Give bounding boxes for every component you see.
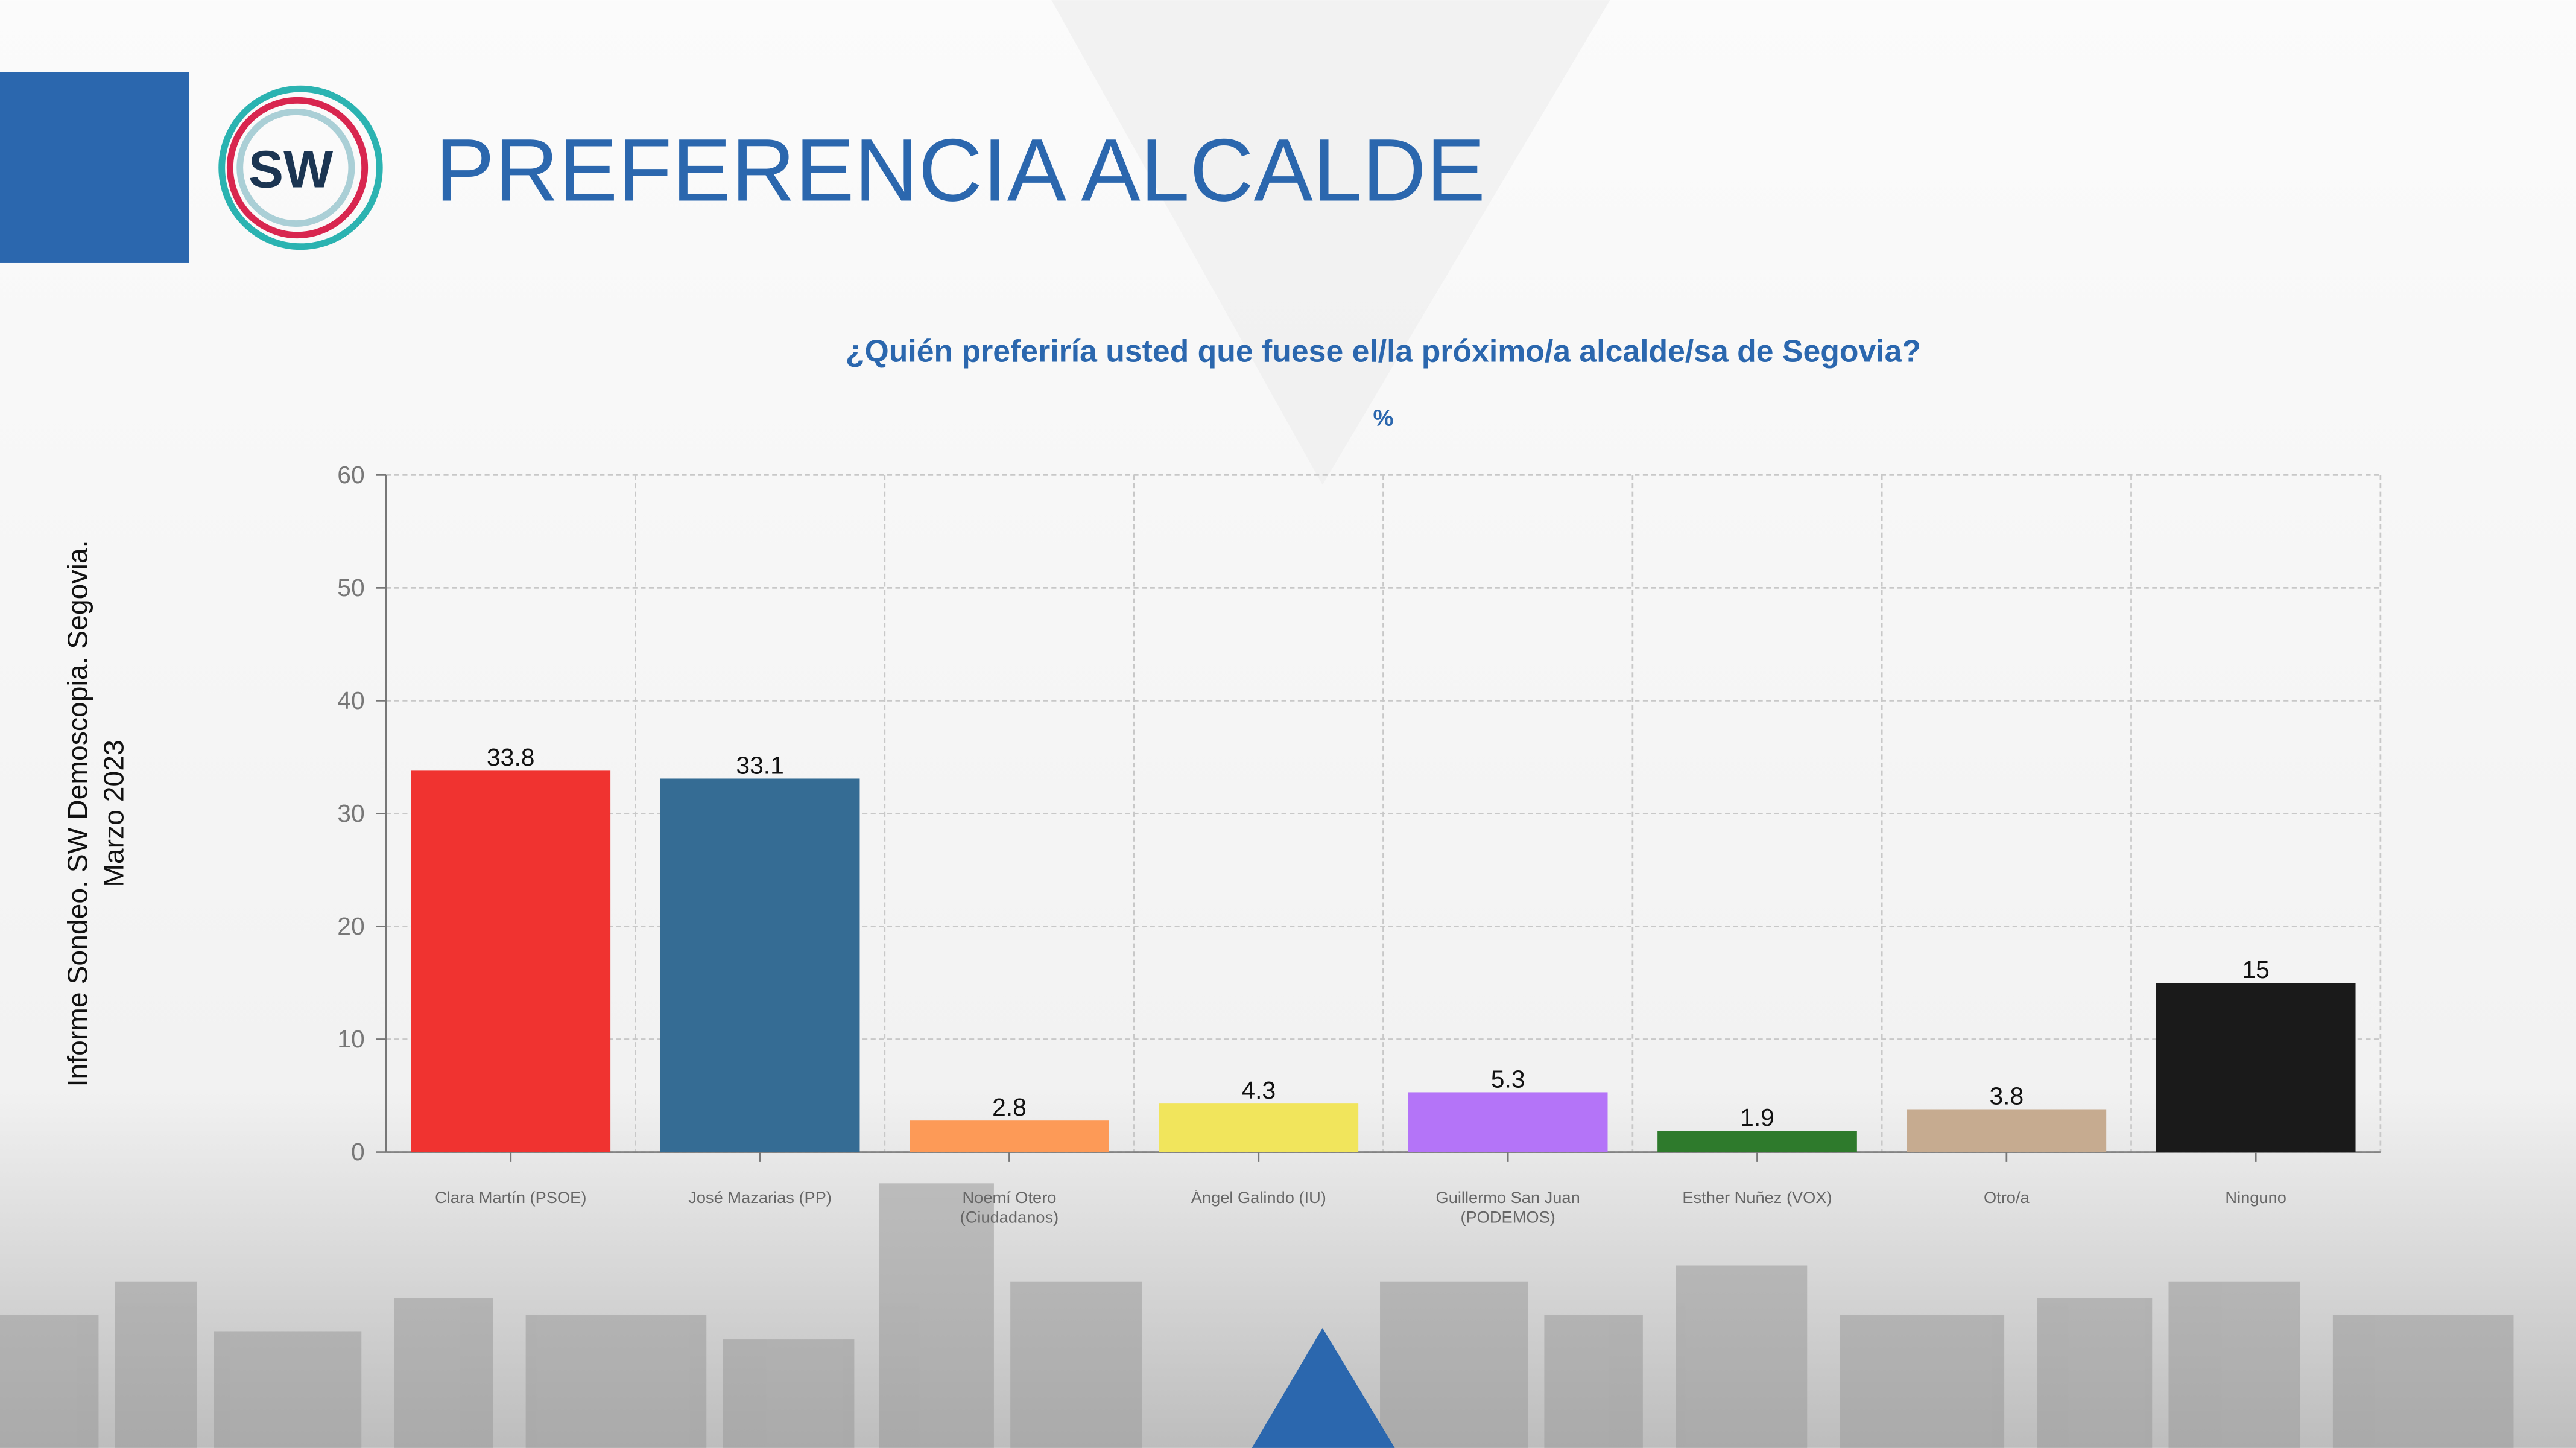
x-tick-label: Esther Nuñez (VOX) xyxy=(1682,1190,1832,1208)
bar xyxy=(1657,1131,1857,1152)
x-tick-label-box: Ninguno xyxy=(2225,1190,2286,1208)
skyline xyxy=(0,1183,2514,1448)
y-tick-label: 0 xyxy=(351,1138,365,1166)
accent-block xyxy=(0,72,189,263)
logo xyxy=(218,85,383,250)
x-tick-label: Ninguno xyxy=(2225,1190,2286,1208)
y-tick-label: 20 xyxy=(337,912,364,940)
x-tick-label-box: Noemí Otero (Ciudadanos) xyxy=(960,1190,1059,1228)
x-tick-label: José Mazarias (PP) xyxy=(688,1190,832,1208)
bar xyxy=(411,770,611,1152)
value-label: 3.8 xyxy=(1989,1082,2024,1110)
x-tick-label: Noemí Otero (Ciudadanos) xyxy=(960,1190,1059,1228)
bar xyxy=(1408,1092,1608,1152)
x-tick-label-box: Ángel Galindo (IU) xyxy=(1191,1190,1326,1208)
y-tick-label: 40 xyxy=(337,687,364,714)
bar xyxy=(660,778,860,1152)
bar xyxy=(1159,1103,1359,1152)
x-tick-label: Clara Martín (PSOE) xyxy=(435,1190,587,1208)
x-tick-label-box: José Mazarias (PP) xyxy=(688,1190,832,1208)
bar xyxy=(2156,983,2356,1152)
value-label: 5.3 xyxy=(1491,1065,1525,1093)
bar xyxy=(910,1120,1109,1152)
side-note: Informe Sondeo. SW Demoscopia. Segovia. … xyxy=(62,541,129,1087)
x-tick-label-box: Esther Nuñez (VOX) xyxy=(1682,1190,1832,1208)
side-note-line: Marzo 2023 xyxy=(98,740,129,887)
x-tick-label-box: Otro/a xyxy=(1983,1190,2030,1208)
x-tick-label: Otro/a xyxy=(1983,1190,2030,1208)
page-title: PREFERENCIA ALCALDE xyxy=(435,121,1486,220)
side-note-line: Informe Sondeo. SW Demoscopia. Segovia. xyxy=(62,541,93,1087)
chart-title: ¿Quién preferiría usted que fuese el/la … xyxy=(846,333,1921,368)
y-tick-label: 50 xyxy=(337,574,364,602)
value-label: 2.8 xyxy=(992,1093,1027,1121)
bar xyxy=(1907,1109,2107,1152)
accent-triangle xyxy=(1252,1328,1395,1448)
logo-text: SW xyxy=(248,141,334,199)
value-label: 15 xyxy=(2242,956,2269,983)
value-label: 4.3 xyxy=(1241,1076,1276,1104)
x-tick-label: Ángel Galindo (IU) xyxy=(1191,1190,1326,1208)
x-tick-label-box: Clara Martín (PSOE) xyxy=(435,1190,587,1208)
value-label: 33.1 xyxy=(736,751,784,779)
y-tick-label: 30 xyxy=(337,799,364,827)
value-label: 33.8 xyxy=(487,743,535,771)
chart-subtitle: % xyxy=(1373,405,1394,431)
decor-shape xyxy=(1051,0,1610,485)
x-tick-label: Guillermo San Juan (PODEMOS) xyxy=(1435,1190,1580,1228)
value-label: 1.9 xyxy=(1740,1103,1774,1131)
y-tick-label: 60 xyxy=(337,461,364,489)
y-tick-label: 10 xyxy=(337,1025,364,1053)
x-tick-label-box: Guillermo San Juan (PODEMOS) xyxy=(1435,1190,1580,1228)
